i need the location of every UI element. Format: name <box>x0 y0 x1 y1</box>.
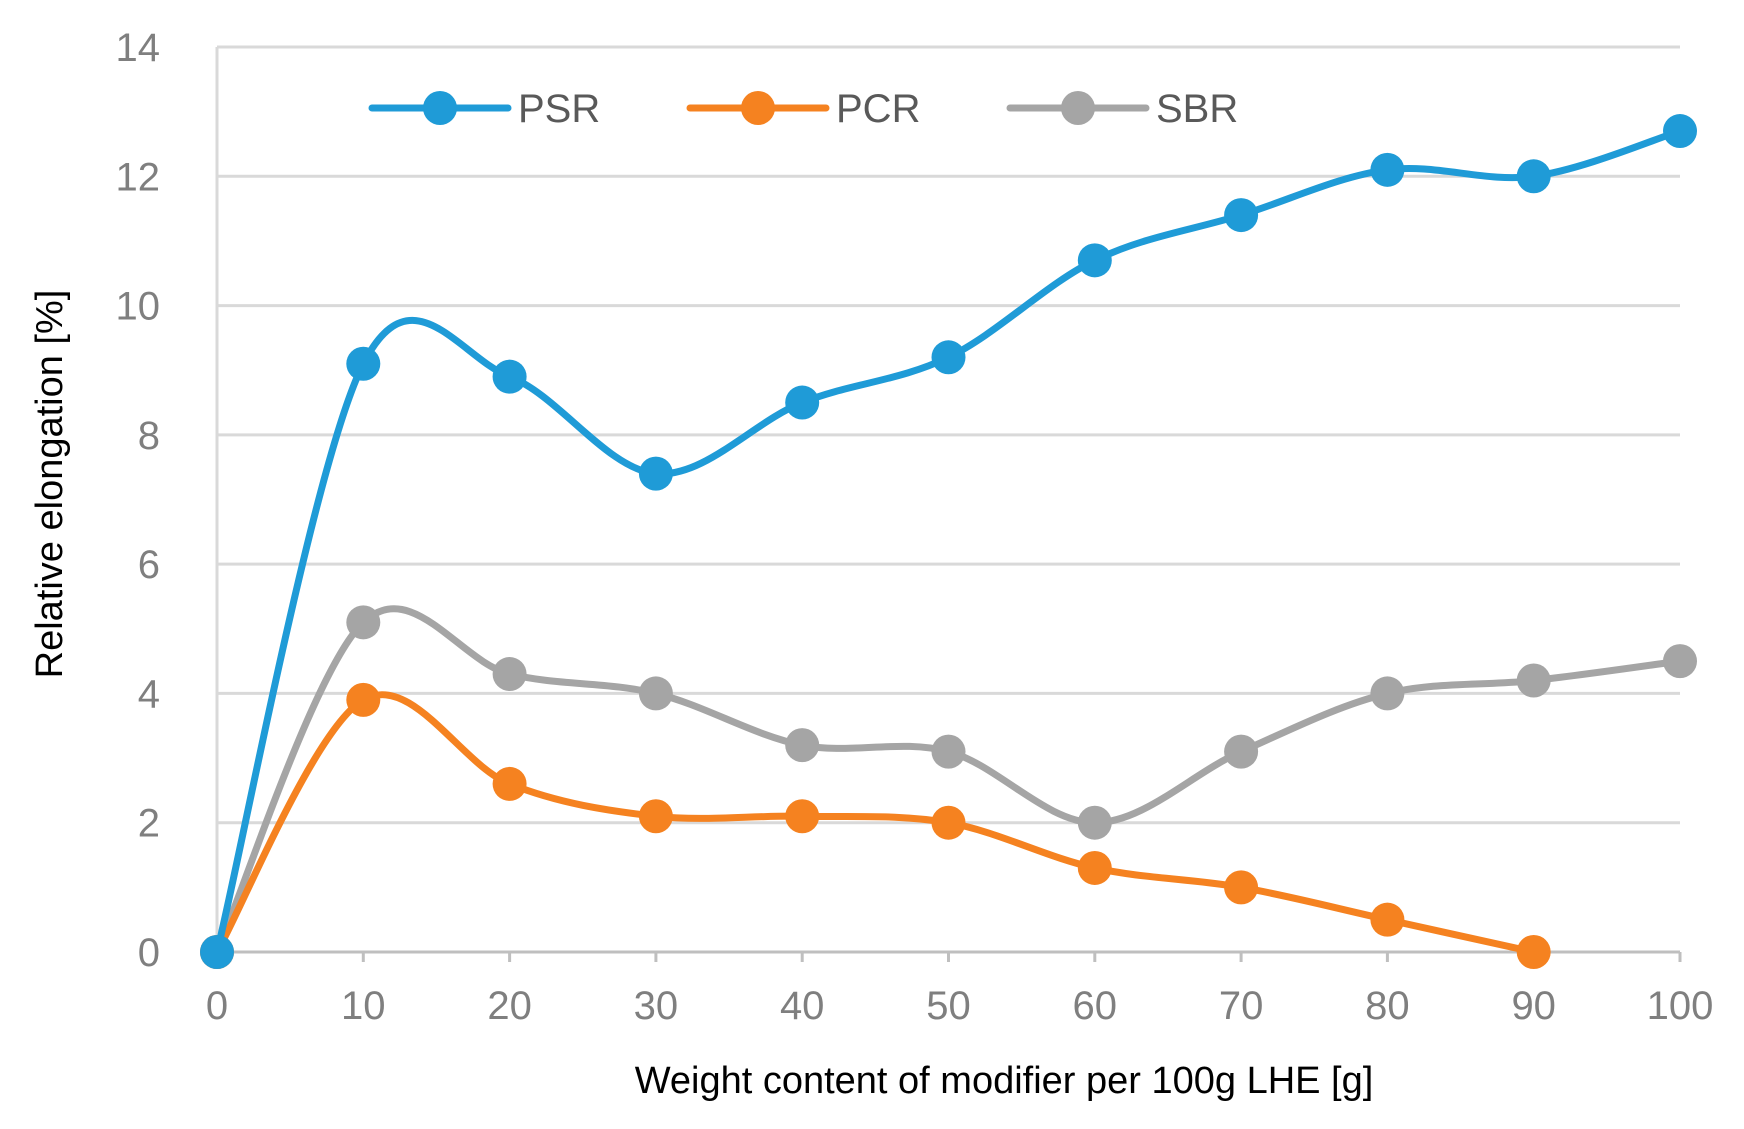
data-point-sbr-100 <box>1663 644 1697 679</box>
data-point-psr-70 <box>1224 198 1259 233</box>
x-tick-label: 80 <box>1365 984 1410 1028</box>
data-point-psr-60 <box>1077 243 1112 278</box>
x-tick-label: 0 <box>206 984 228 1028</box>
legend-label-psr: PSR <box>518 87 600 131</box>
data-point-pcr-30 <box>638 799 673 834</box>
x-tick-label: 60 <box>1073 984 1118 1028</box>
gridlines <box>217 45 1680 825</box>
data-point-sbr-30 <box>638 676 673 711</box>
x-axis-title: Weight content of modifier per 100g LHE … <box>635 1060 1374 1102</box>
y-tick-label: 10 <box>116 285 161 329</box>
data-point-pcr-10 <box>346 682 381 717</box>
data-point-sbr-40 <box>785 728 820 763</box>
y-tick-label: 8 <box>138 414 160 458</box>
data-point-sbr-20 <box>492 657 527 692</box>
x-tick-label: 100 <box>1647 984 1714 1028</box>
data-point-psr-90 <box>1516 159 1551 194</box>
y-axis-title: Relative elongation [%] <box>29 290 71 679</box>
data-point-pcr-20 <box>492 766 527 801</box>
data-point-sbr-70 <box>1224 734 1259 769</box>
axes: 0 2 4 6 8 10 12 14 0 10 20 30 40 50 60 70 80 90 100 <box>116 26 1714 1028</box>
y-tick-label: 6 <box>138 543 160 587</box>
data-point-psr-50 <box>931 340 966 375</box>
legend-label-sbr: SBR <box>1156 87 1238 131</box>
x-tick-label: 40 <box>780 984 825 1028</box>
data-point-pcr-40 <box>785 799 820 834</box>
x-tick-label: 20 <box>487 984 532 1028</box>
x-tick-label: 90 <box>1511 984 1556 1028</box>
legend-marker-sbr <box>1061 91 1095 125</box>
legend-item-pcr: PCR <box>686 87 920 131</box>
data-point-psr-20 <box>492 359 527 394</box>
data-point-sbr-10 <box>346 605 381 640</box>
legend-marker-psr <box>423 91 457 125</box>
data-point-psr-30 <box>638 456 673 491</box>
data-point-pcr-80 <box>1370 902 1405 937</box>
series-psr <box>200 114 1697 969</box>
data-point-psr-0 <box>200 935 234 969</box>
series-line-sbr <box>213 605 1684 956</box>
series-line-pcr <box>213 691 1538 956</box>
y-tick-label: 0 <box>138 931 160 975</box>
legend-marker-pcr <box>741 91 775 125</box>
data-point-sbr-60 <box>1077 805 1112 840</box>
data-point-pcr-90 <box>1516 935 1551 969</box>
data-point-pcr-50 <box>931 805 966 840</box>
data-point-sbr-80 <box>1370 676 1405 711</box>
data-point-psr-40 <box>785 385 820 420</box>
data-point-pcr-70 <box>1224 870 1259 905</box>
y-tick-label: 2 <box>138 802 160 846</box>
data-point-pcr-60 <box>1077 850 1112 885</box>
legend-item-sbr: SBR <box>1006 87 1238 131</box>
legend-label-pcr: PCR <box>836 87 920 131</box>
x-tick-label: 50 <box>926 984 971 1028</box>
data-point-sbr-90 <box>1516 663 1551 698</box>
data-point-sbr-50 <box>931 734 966 769</box>
y-tick-label: 14 <box>116 26 161 70</box>
x-tick-label: 10 <box>341 984 386 1028</box>
legend-item-psr: PSR <box>368 87 600 131</box>
data-series <box>200 114 1697 969</box>
x-tick-label: 30 <box>634 984 679 1028</box>
legend: PSR PCR SBR <box>368 87 1238 131</box>
data-point-psr-80 <box>1370 152 1405 187</box>
y-tick-label: 4 <box>138 672 160 716</box>
data-point-psr-10 <box>346 346 381 381</box>
series-pcr <box>200 682 1551 969</box>
data-point-psr-100 <box>1663 114 1697 149</box>
series-sbr <box>200 605 1697 969</box>
y-tick-label: 12 <box>116 155 161 199</box>
x-tick-label: 70 <box>1219 984 1264 1028</box>
